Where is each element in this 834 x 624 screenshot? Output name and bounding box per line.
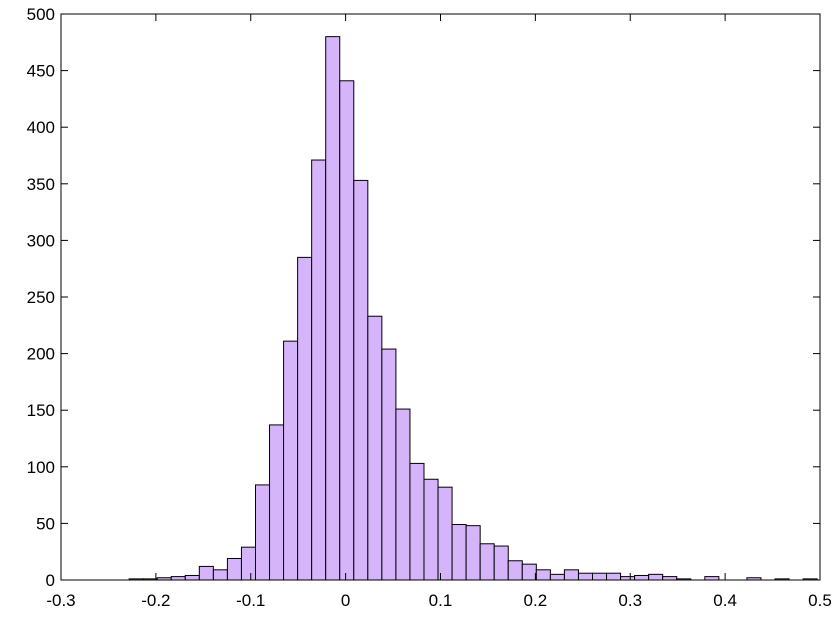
bar [409,462,425,581]
y-tick-label: 500 [27,5,55,24]
bar [240,546,256,581]
y-tick-label: 200 [27,345,55,364]
bar [170,576,186,581]
x-tick-label: 0.5 [808,591,832,610]
x-tick-label: 0.2 [524,591,548,610]
y-tick-label: 300 [27,231,55,250]
bar [269,424,285,581]
bar [367,315,383,581]
x-tick-label: 0.4 [713,591,737,610]
bar [535,569,551,581]
bar [437,486,453,581]
bar [198,565,214,581]
bar [226,557,242,581]
bar [704,576,720,581]
bar [549,573,565,581]
bar [493,545,509,581]
y-tick-label: 50 [36,514,55,533]
bar [662,576,678,581]
y-tick-label: 400 [27,118,55,137]
x-tick-label: 0.3 [618,591,642,610]
bar [591,572,608,581]
bar [423,478,439,581]
bar [606,572,622,581]
plot-area [61,14,820,580]
bar [254,484,271,581]
bar [521,563,537,581]
y-tick-label: 350 [27,175,55,194]
bar [395,408,411,581]
x-tick-label: -0.1 [236,591,265,610]
bar [451,524,467,581]
bar [212,569,228,581]
bar [507,560,523,581]
y-tick-label: 450 [27,62,55,81]
bar [563,569,579,581]
y-tick-label: 100 [27,458,55,477]
bar [283,340,299,581]
bar [620,576,636,581]
bar [353,179,369,581]
bar [465,525,481,581]
y-tick-label: 250 [27,288,55,307]
bar [648,573,664,581]
bar [479,543,495,581]
x-tick-label: 0.1 [429,591,453,610]
y-tick-label: 150 [27,401,55,420]
bar [297,256,313,581]
bar [325,36,341,581]
bar [184,574,200,581]
bar [634,574,650,581]
bar [381,348,397,581]
x-tick-label: -0.2 [141,591,170,610]
y-tick-label: 0 [46,571,55,590]
x-tick-label: -0.3 [46,591,75,610]
bar [311,159,327,581]
bar [339,80,355,581]
x-tick-label: 0 [341,591,350,610]
bar [577,572,593,581]
